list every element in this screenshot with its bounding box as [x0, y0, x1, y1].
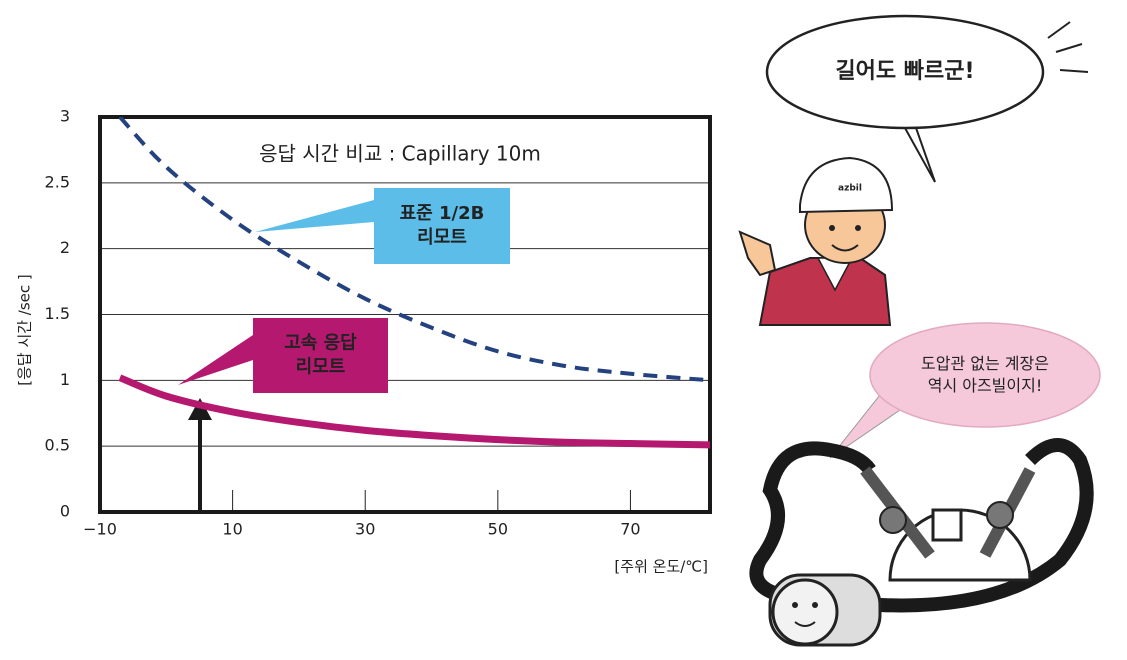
- eye: [812, 602, 818, 608]
- speech-bubble: [765, 14, 1045, 130]
- flange-top: [931, 508, 963, 542]
- pointing-hand: [738, 230, 777, 277]
- transmitter-face: [771, 578, 839, 646]
- speech-text: 길어도 빠르군!: [835, 59, 974, 84]
- valve: [986, 501, 1014, 529]
- bubble-tail: [903, 123, 936, 183]
- plot-frame: [98, 115, 712, 514]
- capillary: [879, 438, 1094, 613]
- legend-pointer: [178, 335, 253, 385]
- legend-label: 표준 1/2B 리모트: [400, 203, 485, 248]
- speech-bubble: [869, 322, 1101, 428]
- series-line: [118, 374, 710, 449]
- legend-pointer: [255, 200, 374, 232]
- mouth: [794, 621, 816, 627]
- emphasis-line: [1055, 43, 1083, 53]
- y-tick-label: 3: [60, 107, 70, 126]
- y-tick-label: 0: [60, 502, 70, 521]
- emphasis-line: [1059, 69, 1089, 73]
- y-tick-label: 1: [60, 370, 70, 389]
- speech-text: 도압관 없는 계장은 역시 아즈빌이지!: [921, 354, 1049, 395]
- y-tick-label: 1.5: [45, 304, 70, 323]
- x-tick-label: −10: [83, 520, 117, 539]
- legend-box: [374, 188, 510, 264]
- x-tick-label: 70: [620, 520, 640, 539]
- arrow-head: [188, 398, 212, 420]
- eye: [792, 602, 798, 608]
- y-tick-label: 2: [60, 238, 70, 257]
- mouth: [831, 244, 859, 252]
- valve: [879, 506, 907, 534]
- illustration: 길어도 빠르군! azbil 도압관 없는 계장은 역시 아즈빌이지!: [738, 14, 1101, 647]
- legend-box: [253, 318, 388, 393]
- chart: 0 0.5 1 1.5 2 2.5 3 −10 10 30 50 70 응답 시간 비교 : Capil…: [16, 107, 712, 576]
- eye: [855, 225, 861, 231]
- y-axis-label: [응답 시간 /sec ]: [16, 274, 34, 386]
- x-tick-label: 50: [488, 520, 508, 539]
- legend-label: 고속 응답 리모트: [284, 332, 357, 377]
- x-tick-label: 10: [222, 520, 242, 539]
- eye: [829, 225, 835, 231]
- x-axis-label: [주위 온도/℃]: [614, 558, 708, 576]
- helmet-logo: azbil: [838, 184, 862, 194]
- capillary: [749, 441, 876, 607]
- emphasis-line: [1047, 21, 1071, 39]
- y-tick-label: 0.5: [45, 436, 70, 455]
- helmet: [799, 156, 894, 214]
- x-tick-label: 30: [355, 520, 375, 539]
- y-tick-label: 2.5: [45, 172, 70, 191]
- chart-title: 응답 시간 비교 : Capillary 10m: [259, 142, 541, 166]
